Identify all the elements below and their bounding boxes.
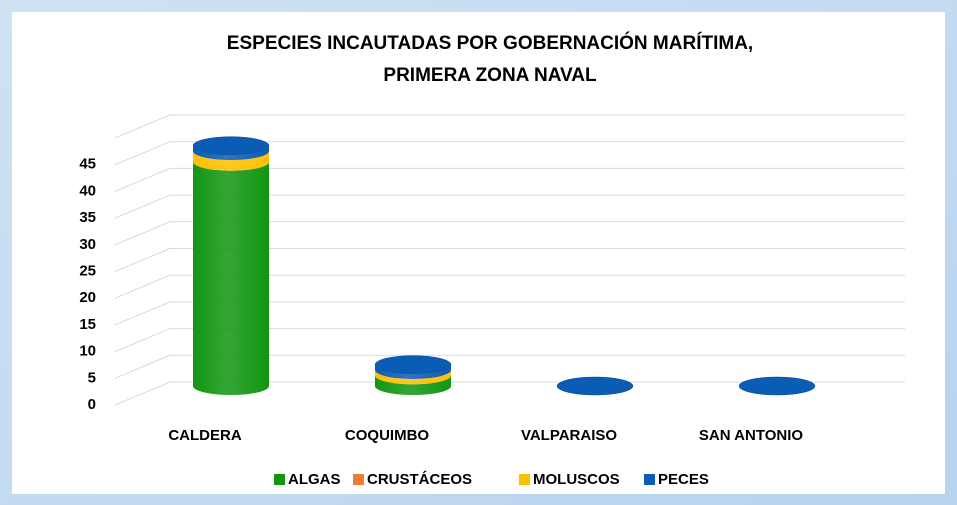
grid-line xyxy=(114,381,905,406)
cylinder-segment xyxy=(375,364,451,379)
y-tick-label: 10 xyxy=(79,343,96,360)
chart-area xyxy=(12,12,945,494)
grid-line xyxy=(114,194,905,219)
y-tick-label: 20 xyxy=(79,289,96,306)
cylinder-cap xyxy=(738,376,816,396)
legend-label: PECES xyxy=(658,471,709,488)
cylinder-cap xyxy=(556,376,634,396)
cylinder-segment xyxy=(375,369,451,385)
x-tick-label: COQUIMBO xyxy=(345,427,429,444)
chart-title: ESPECIES INCAUTADAS POR GOBERNACIÓN MARÍ… xyxy=(227,32,753,54)
legend-swatch xyxy=(353,474,364,485)
y-tick-label: 5 xyxy=(88,369,96,386)
grid-line xyxy=(114,221,905,246)
legend-label: MOLUSCOS xyxy=(533,471,620,488)
legend-swatch xyxy=(519,474,530,485)
x-tick-label: SAN ANTONIO xyxy=(699,427,804,444)
grid-line xyxy=(114,301,905,326)
legend-label: ALGAS xyxy=(288,471,341,488)
y-tick-label: 0 xyxy=(88,396,96,413)
legend-swatch xyxy=(274,474,285,485)
grid-line xyxy=(114,248,905,272)
y-tick-label: 15 xyxy=(79,316,96,333)
grid-line xyxy=(114,167,905,192)
legend-label: CRUSTÁCEOS xyxy=(367,471,472,488)
y-tick-label: 30 xyxy=(79,236,96,253)
grid-line xyxy=(114,274,905,299)
grid-line xyxy=(114,354,905,379)
grid-line xyxy=(114,328,905,353)
y-tick-label: 25 xyxy=(79,262,96,279)
cylinder-cap xyxy=(374,355,452,374)
cylinder-segment xyxy=(375,375,451,395)
x-tick-label: VALPARAISO xyxy=(521,427,617,444)
grid-line xyxy=(114,141,905,166)
chart-subtitle: PRIMERA ZONA NAVAL xyxy=(383,65,597,86)
x-tick-label: CALDERA xyxy=(168,427,241,444)
cylinder-segment xyxy=(193,145,269,161)
y-tick-label: 35 xyxy=(79,209,96,226)
wall-edge xyxy=(114,114,171,139)
cylinder-cap xyxy=(192,136,270,155)
y-tick-label: 45 xyxy=(79,156,96,173)
cylinder-segment xyxy=(193,161,269,395)
cylinder-segment xyxy=(193,151,269,171)
legend-swatch xyxy=(644,474,655,485)
y-tick-label: 40 xyxy=(79,182,96,199)
